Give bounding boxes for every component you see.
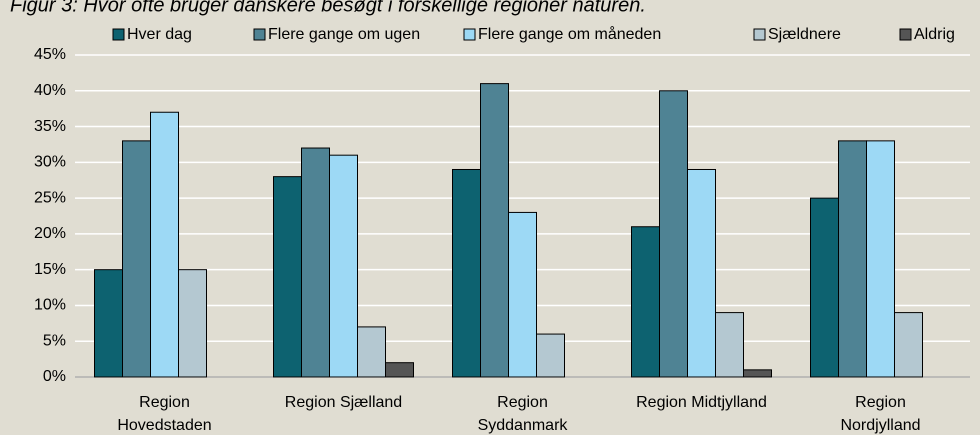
y-tick-label: 30% (34, 154, 66, 171)
x-tick-label: Region (139, 394, 190, 411)
legend-swatch (753, 28, 766, 41)
bar (508, 211, 537, 378)
bar (122, 140, 151, 378)
chart-title: Figur 3: Hvor ofte bruger danskere besøg… (10, 0, 646, 16)
bar (94, 269, 123, 378)
bar (301, 147, 330, 378)
x-tick-label: Hovedstaden (117, 417, 211, 434)
bar (357, 326, 386, 378)
y-tick-label: 5% (43, 332, 66, 349)
bar (452, 168, 481, 378)
legend-swatch (253, 28, 266, 41)
x-tick-label: Region (855, 394, 906, 411)
bar (743, 369, 772, 378)
y-tick-label: 25% (34, 189, 66, 206)
legend-swatch (899, 28, 912, 41)
legend-label: Hver dag (127, 26, 192, 43)
bar (866, 140, 895, 378)
legend-label: Sjældnere (768, 26, 841, 43)
legend-label: Flere gange om ugen (268, 26, 420, 43)
bar (536, 333, 565, 378)
bar (329, 154, 358, 378)
y-tick-label: 10% (34, 297, 66, 314)
x-tick-label: Nordjylland (840, 417, 920, 434)
legend-swatch (463, 28, 476, 41)
bar (687, 168, 716, 378)
y-tick-label: 20% (34, 225, 66, 242)
x-tick-label: Region Sjælland (285, 394, 402, 411)
bar (810, 197, 839, 378)
bar (480, 83, 509, 378)
bar (894, 312, 923, 378)
y-tick-label: 0% (43, 368, 66, 385)
x-tick-label: Syddanmark (478, 417, 569, 434)
bar (659, 90, 688, 378)
legend-label: Flere gange om måneden (478, 25, 661, 43)
y-tick-label: 15% (34, 261, 66, 278)
x-tick-label: Region Midtjylland (636, 394, 767, 411)
y-tick-label: 35% (34, 118, 66, 135)
bar (631, 226, 660, 378)
y-tick-label: 40% (34, 82, 66, 99)
legend-swatch (112, 28, 125, 41)
bar (838, 140, 867, 378)
bar (150, 111, 179, 378)
bar (715, 312, 744, 378)
x-tick-label: Region (497, 394, 548, 411)
bar (273, 176, 302, 378)
bar (385, 362, 414, 378)
legend-label: Aldrig (914, 26, 955, 43)
y-tick-label: 45% (34, 46, 66, 63)
bar (178, 269, 207, 378)
